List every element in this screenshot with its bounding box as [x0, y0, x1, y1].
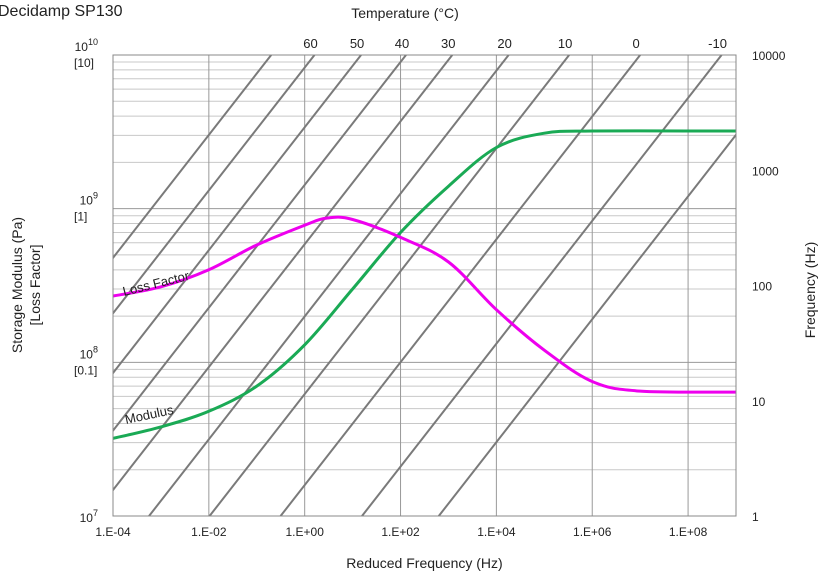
temperature-label: 0: [633, 36, 640, 51]
x-tick-label: 1.E+00: [286, 525, 325, 539]
temperature-line: [113, 55, 454, 492]
chart-title: Decidamp SP130: [0, 3, 123, 20]
y-tick-label-right: 10: [752, 395, 766, 409]
temperature-label: 20: [497, 36, 511, 51]
y-tick-label-right: 10000: [752, 49, 786, 63]
series-label-loss-factor: Loss Factor: [121, 268, 191, 299]
x-tick-label: 1.E-02: [191, 525, 227, 539]
x-tick-label: 1.E-04: [95, 525, 131, 539]
y-axis-title-left-secondary: [Loss Factor]: [27, 245, 43, 326]
temperature-label: 40: [395, 36, 409, 51]
top-axis-title: Temperature (°C): [351, 5, 459, 21]
x-tick-label: 1.E+02: [381, 525, 420, 539]
temperature-label: 10: [558, 36, 572, 51]
y-tick-label-left: 1010: [75, 37, 98, 54]
temperature-label: 50: [350, 36, 364, 51]
y-tick-label-left: 107: [80, 508, 98, 525]
tick-labels: 1.E-04 1.E-02 1.E+00 1.E+02 1.E+04 1.E+06 1.E+…: [74, 37, 786, 539]
temperature-line: [361, 55, 723, 516]
series-line-loss-factor: [113, 215, 736, 394]
y-tick-label-left: 109: [80, 191, 98, 208]
y-tick-label-loss: [0.1]: [74, 363, 97, 377]
y-tick-label-left: 108: [80, 344, 98, 361]
x-axis-title: Reduced Frequency (Hz): [346, 555, 502, 571]
temperature-line: [113, 55, 362, 375]
temperature-labels: 60 50 40 30 20 10 0 -10: [303, 36, 727, 51]
x-tick-label: 1.E+04: [477, 525, 516, 539]
grid: [113, 55, 736, 516]
y-tick-label-loss: [1]: [74, 210, 87, 224]
y-tick-label-right: 100: [752, 280, 772, 294]
y-axis-title-right: Frequency (Hz): [802, 242, 818, 338]
series-group: [113, 129, 736, 440]
temperature-lines: [113, 55, 736, 516]
temperature-label: -10: [708, 36, 727, 51]
y-tick-label-right: 1000: [752, 164, 779, 178]
temperature-line: [113, 55, 407, 433]
temperature-line: [437, 133, 736, 516]
temperature-line: [113, 55, 316, 315]
x-tick-label: 1.E+08: [669, 525, 708, 539]
y-tick-label-right: 1: [752, 510, 759, 524]
temperature-label: 60: [303, 36, 317, 51]
series-line-modulus: [113, 129, 736, 440]
plot-frame: [112, 54, 737, 517]
temperature-line: [148, 55, 510, 516]
temperature-label: 30: [441, 36, 455, 51]
y-tick-label-loss: [10]: [74, 56, 94, 70]
temperature-line: [113, 55, 272, 260]
x-tick-label: 1.E+06: [573, 525, 612, 539]
y-axis-title-left: Storage Modulus (Pa): [9, 217, 25, 353]
temperature-line: [279, 55, 641, 516]
temperature-line: [208, 55, 570, 516]
